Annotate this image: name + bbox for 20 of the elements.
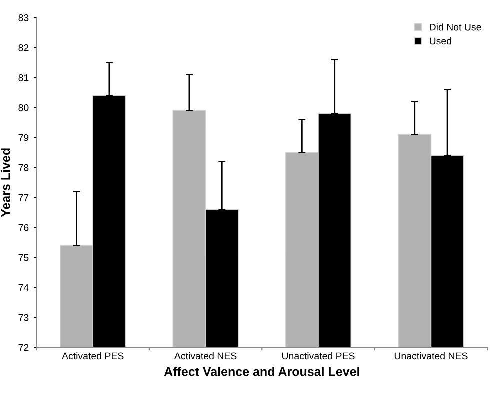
y-axis-title: Years Lived	[1, 148, 10, 218]
y-tick-label: 73	[18, 314, 29, 322]
y-tick-label: 76	[18, 224, 29, 232]
x-tick-label: Activated PES	[62, 352, 124, 360]
y-tick-label: 74	[18, 284, 29, 292]
y-tick-label: 72	[18, 344, 29, 352]
y-tick-label: 83	[18, 14, 29, 22]
x-tick-label: Unactivated NES	[394, 352, 468, 360]
y-tick-label: 75	[18, 254, 29, 262]
y-tick-label: 81	[18, 74, 29, 82]
legend-label: Did Not Use	[430, 24, 482, 31]
y-tick-label: 77	[18, 194, 29, 202]
legend-label: Used	[430, 38, 452, 45]
x-axis-title: Affect Valence and Arousal Level	[164, 367, 360, 376]
y-tick-label: 79	[18, 134, 29, 142]
x-tick-label: Unactivated PES	[282, 352, 355, 360]
y-tick-label: 82	[18, 44, 29, 52]
x-tick-label: Activated NES	[174, 352, 237, 360]
y-tick-label: 80	[18, 104, 29, 112]
y-tick-label: 78	[18, 164, 29, 172]
